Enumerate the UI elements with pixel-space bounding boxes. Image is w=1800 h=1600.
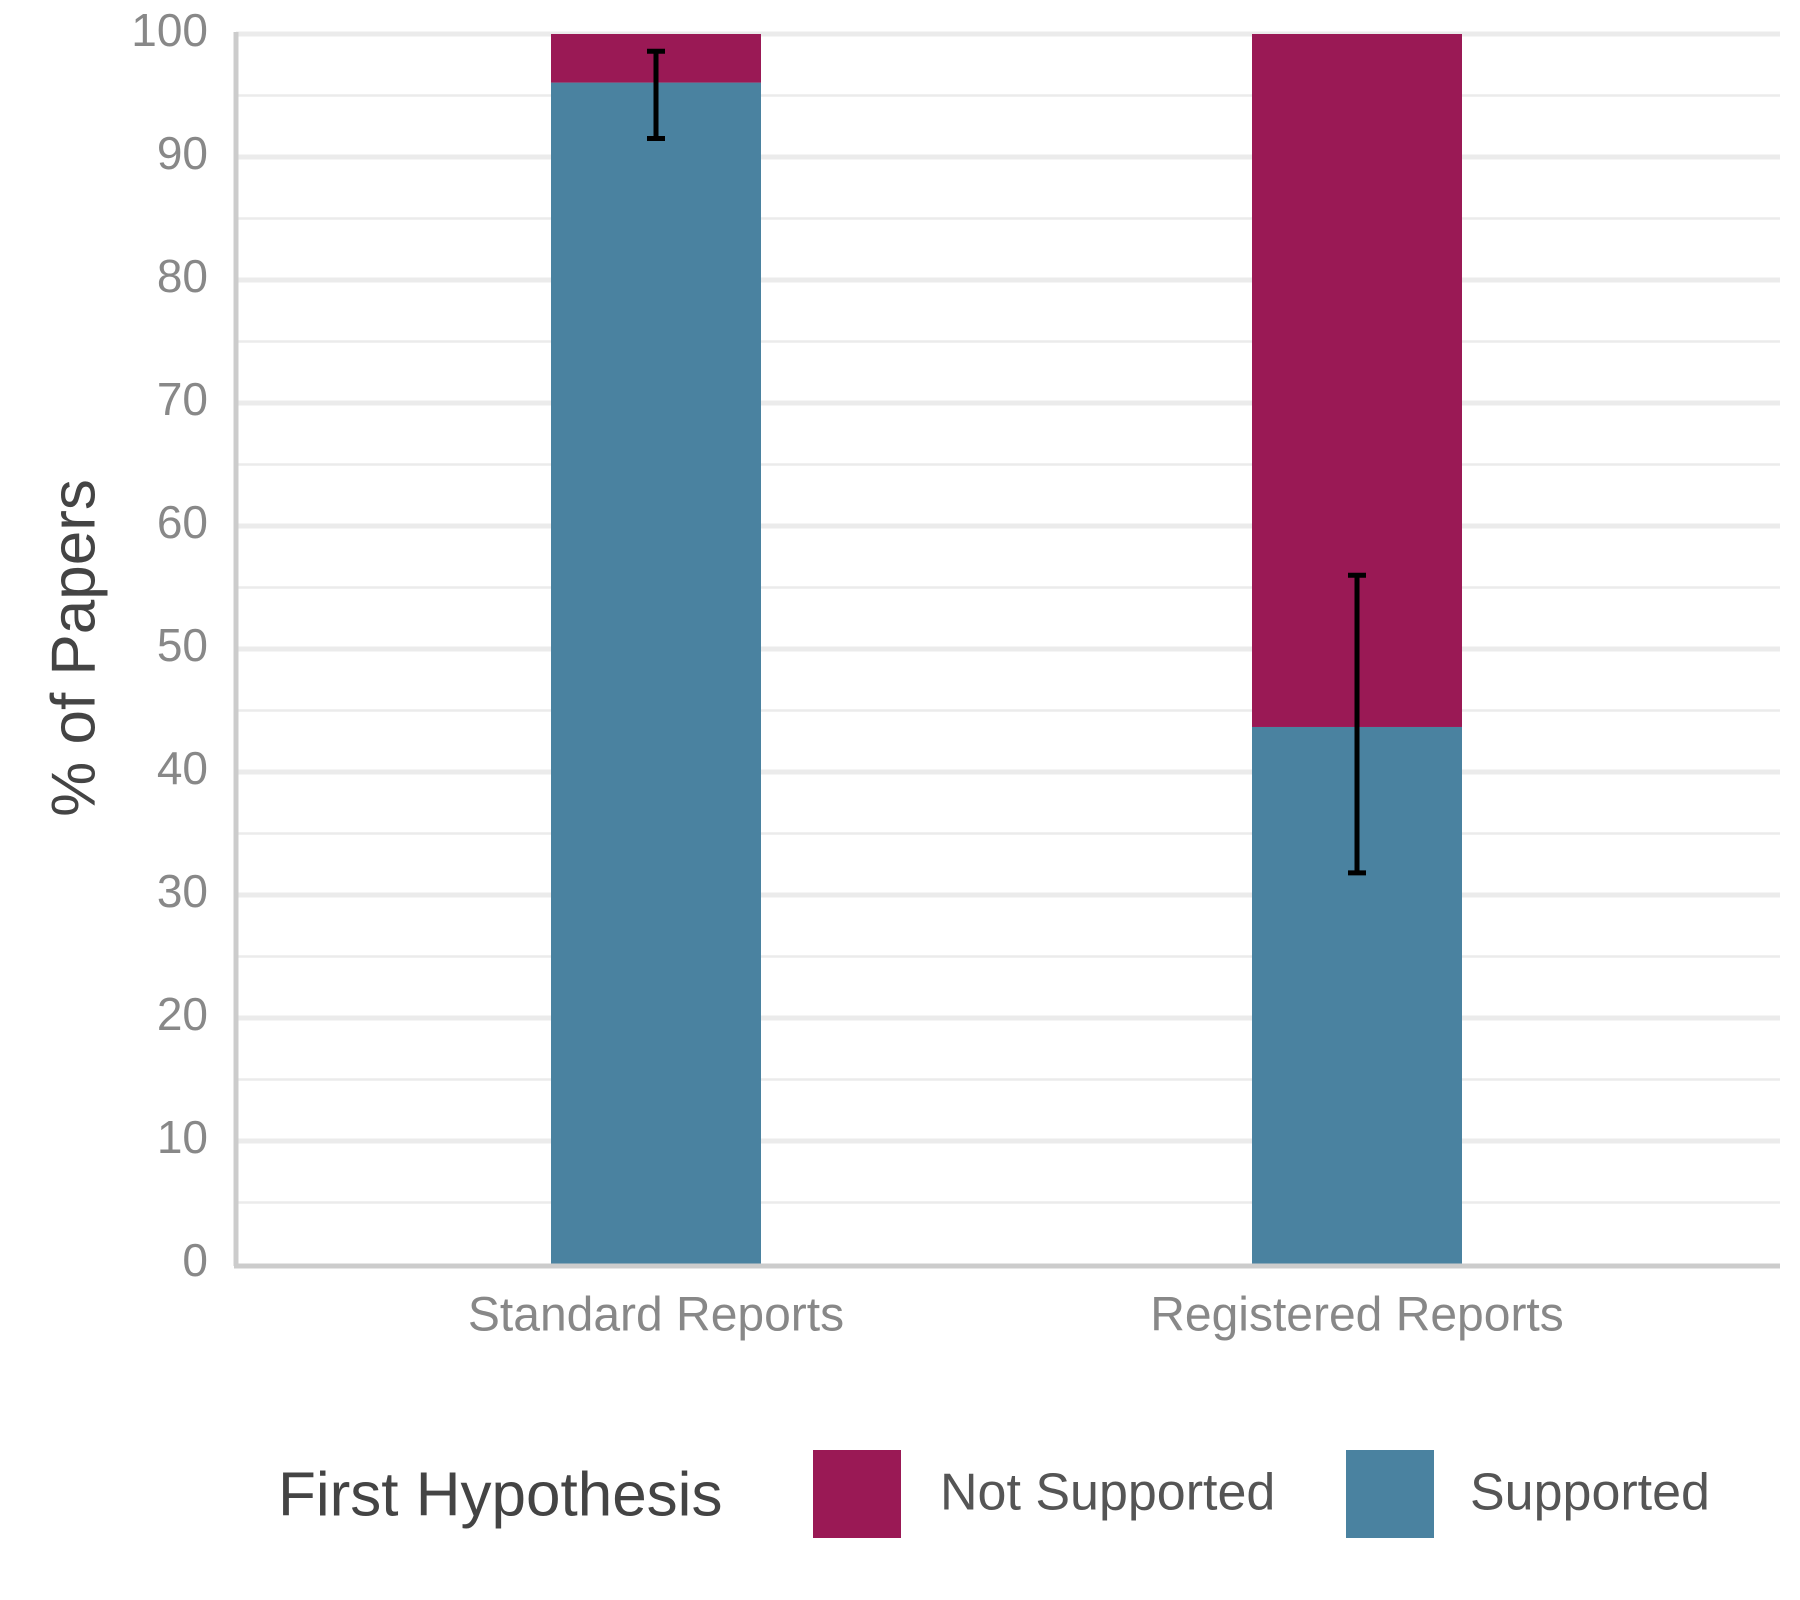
y-axis-title: % of Papers <box>39 479 108 817</box>
y-tick-label: 90 <box>157 127 208 179</box>
bars <box>551 34 1462 1265</box>
y-tick-label: 20 <box>157 988 208 1040</box>
legend-title: First Hypothesis <box>278 1460 722 1529</box>
y-tick-label: 60 <box>157 496 208 548</box>
legend: First Hypothesis Not Supported Supported <box>278 1450 1710 1538</box>
y-tick-labels: 0 10 20 30 40 50 60 70 80 90 100 <box>131 4 208 1286</box>
legend-swatch <box>813 1450 901 1538</box>
legend-label: Not Supported <box>940 1464 1275 1522</box>
y-tick-label: 0 <box>182 1234 208 1286</box>
supported-bar <box>551 82 761 1265</box>
x-category-label: Standard Reports <box>468 1289 844 1342</box>
error-bars <box>647 48 1366 876</box>
y-tick-label: 70 <box>157 373 208 425</box>
y-tick-label: 10 <box>157 1111 208 1163</box>
gridlines <box>236 31 1780 1204</box>
y-tick-label: 40 <box>157 742 208 794</box>
legend-label: Supported <box>1470 1464 1710 1522</box>
y-tick-label: 30 <box>157 865 208 917</box>
y-tick-label: 50 <box>157 619 208 671</box>
legend-items: Not Supported Supported <box>813 1450 1710 1538</box>
x-category-labels: Standard Reports Registered Reports <box>468 1289 1564 1342</box>
axes <box>233 32 1780 1269</box>
legend-swatch <box>1346 1450 1434 1538</box>
y-tick-label: 80 <box>157 250 208 302</box>
x-category-label: Registered Reports <box>1150 1289 1564 1342</box>
y-tick-label: 100 <box>131 4 208 56</box>
